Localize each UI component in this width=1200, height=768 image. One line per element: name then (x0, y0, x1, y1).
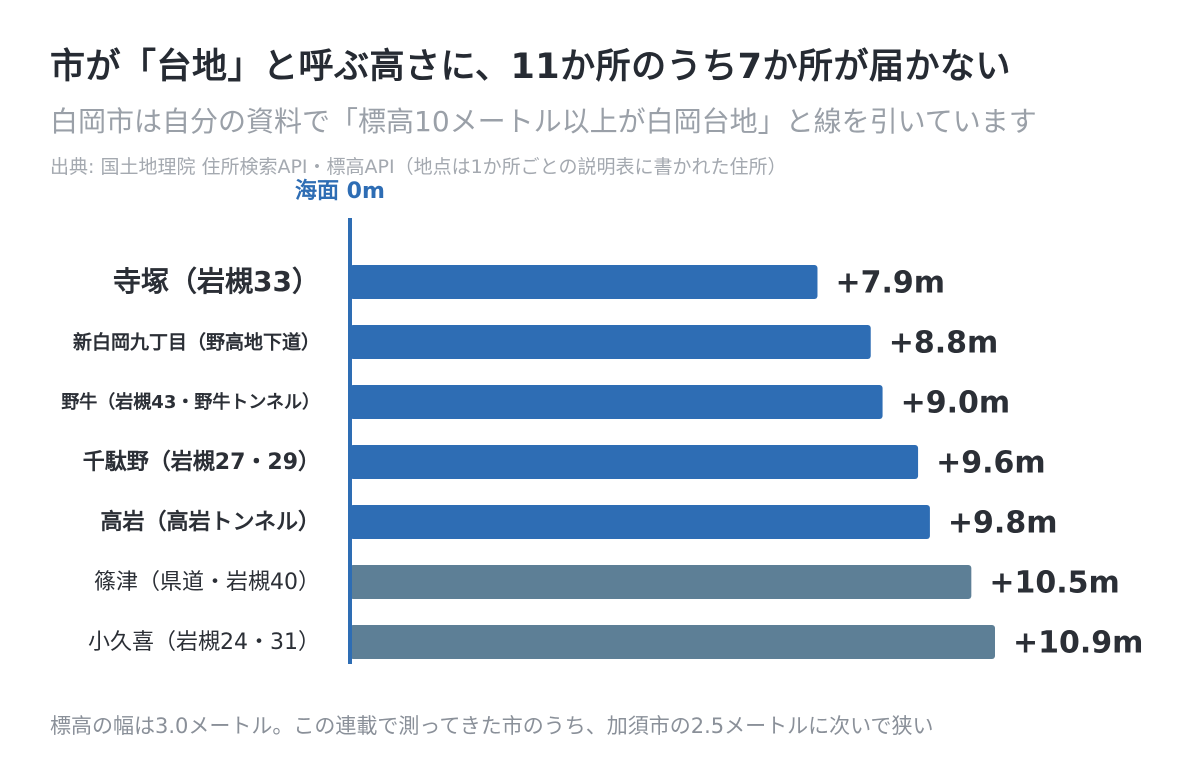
value-label: +9.6m (936, 446, 1046, 481)
category-label: 高岩（高岩トンネル） (100, 509, 320, 535)
chart-subtitle: 白岡市は自分の資料で「標高10メートル以上が白岡台地」と線を引いています (50, 105, 1037, 138)
baseline-label: 海面 0m (295, 178, 385, 204)
value-label: +9.0m (901, 386, 1011, 421)
category-label: 野牛（岩槻43・野牛トンネル） (61, 391, 320, 413)
bar (350, 265, 818, 299)
bar (350, 325, 871, 359)
bar-chart: 海面 0m 寺塚（岩槻33） +7.9m 新白岡九丁目（野高地下道） +8.8m 野牛（岩… (61, 178, 1143, 664)
category-label: 寺塚（岩槻33） (113, 265, 320, 298)
value-label: +10.9m (1013, 626, 1143, 661)
source-note: 出典: 国土地理院 住所検索API・標高API（地点は1か所ごとの説明表に書かれ… (50, 156, 787, 178)
category-label: 小久喜（岩槻24・31） (88, 630, 320, 655)
bar (350, 625, 995, 659)
bar (350, 565, 972, 599)
category-label: 千駄野（岩槻27・29） (83, 449, 320, 475)
bar (350, 385, 883, 419)
category-label: 篠津（県道・岩槻40） (94, 570, 320, 595)
bar (350, 505, 930, 539)
value-label: +8.8m (889, 326, 999, 361)
category-label: 新白岡九丁目（野高地下道） (73, 331, 320, 354)
value-label: +9.8m (948, 506, 1058, 541)
footnote: 標高の幅は3.0メートル。この連載で測ってきた市のうち、加須市の2.5メートルに… (50, 714, 934, 738)
chart-title: 市が「台地」と呼ぶ高さに、11か所のうち7か所が届かない (50, 47, 1012, 87)
bar (350, 445, 919, 479)
value-label: +10.5m (989, 566, 1119, 601)
value-label: +7.9m (835, 266, 945, 301)
